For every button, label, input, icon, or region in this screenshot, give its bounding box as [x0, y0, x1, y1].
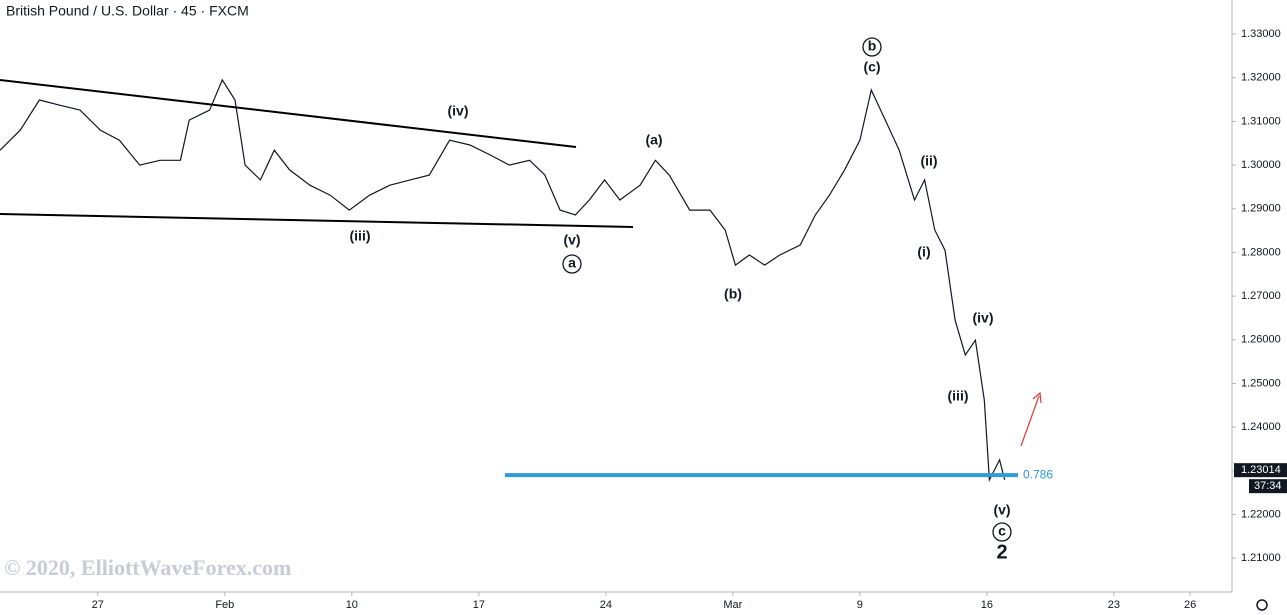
y-tick-label: 1.31000	[1241, 115, 1281, 127]
wave-label: c	[998, 523, 1006, 539]
price-tag	[1234, 463, 1287, 478]
trendline	[0, 79, 577, 148]
wave-label: (iii)	[948, 388, 969, 404]
wave-label: (a)	[645, 132, 662, 148]
countdown: 37:34	[1254, 480, 1282, 492]
x-tick-label: 10	[346, 599, 358, 611]
trendline	[0, 213, 634, 228]
y-tick-label: 1.33000	[1241, 28, 1281, 40]
y-tick-label: 1.28000	[1241, 246, 1281, 258]
y-tick-label: 1.26000	[1241, 334, 1281, 346]
wave-label: (v)	[563, 232, 580, 248]
wave-label: (i)	[917, 244, 930, 260]
wave-label: (b)	[724, 286, 742, 302]
wave-circle	[562, 254, 582, 274]
y-tick-label: 1.21000	[1241, 552, 1281, 564]
y-tick-label: 1.30000	[1241, 159, 1281, 171]
wave-label: (iv)	[448, 103, 469, 119]
fib-label: 0.786	[1023, 467, 1053, 481]
x-tick-label: 24	[600, 599, 612, 611]
x-tick-label: Mar	[723, 599, 742, 611]
wave-label: (iv)	[973, 310, 994, 326]
wave-label: (iii)	[350, 228, 371, 244]
arrow-head	[1032, 391, 1042, 404]
x-tick-label: 16	[981, 599, 993, 611]
settings-icon[interactable]	[1256, 599, 1268, 611]
wave-label: (ii)	[920, 153, 937, 169]
wave-label: b	[868, 38, 877, 54]
x-tick-label: Feb	[215, 599, 234, 611]
chart-title: British Pound / U.S. Dollar · 45 · FXCM	[6, 3, 249, 19]
wave-label: (v)	[993, 502, 1010, 518]
wave-label: a	[568, 255, 576, 271]
y-tick-label: 1.27000	[1241, 290, 1281, 302]
y-tick-label: 1.32000	[1241, 72, 1281, 84]
y-tick-label: 1.29000	[1241, 203, 1281, 215]
wave-circle	[862, 37, 882, 57]
wave-circle	[992, 522, 1012, 542]
price-line	[0, 78, 1006, 483]
wave-label: 2	[996, 541, 1007, 563]
price-tag-label: 1.23014	[1241, 464, 1281, 476]
y-tick-label: 1.24000	[1241, 421, 1281, 433]
x-tick-label: 9	[857, 599, 863, 611]
y-tick-label: 1.25000	[1241, 377, 1281, 389]
watermark: © 2020, ElliottWaveForex.com	[4, 555, 291, 580]
x-tick-label: 27	[92, 599, 104, 611]
x-tick-label: 26	[1184, 599, 1196, 611]
x-tick-label: 17	[473, 599, 485, 611]
arrow	[1020, 395, 1040, 447]
x-tick-label: 23	[1108, 599, 1120, 611]
y-tick-label: 1.22000	[1241, 508, 1281, 520]
wave-label: (c)	[863, 59, 880, 75]
countdown-bg	[1249, 479, 1287, 494]
